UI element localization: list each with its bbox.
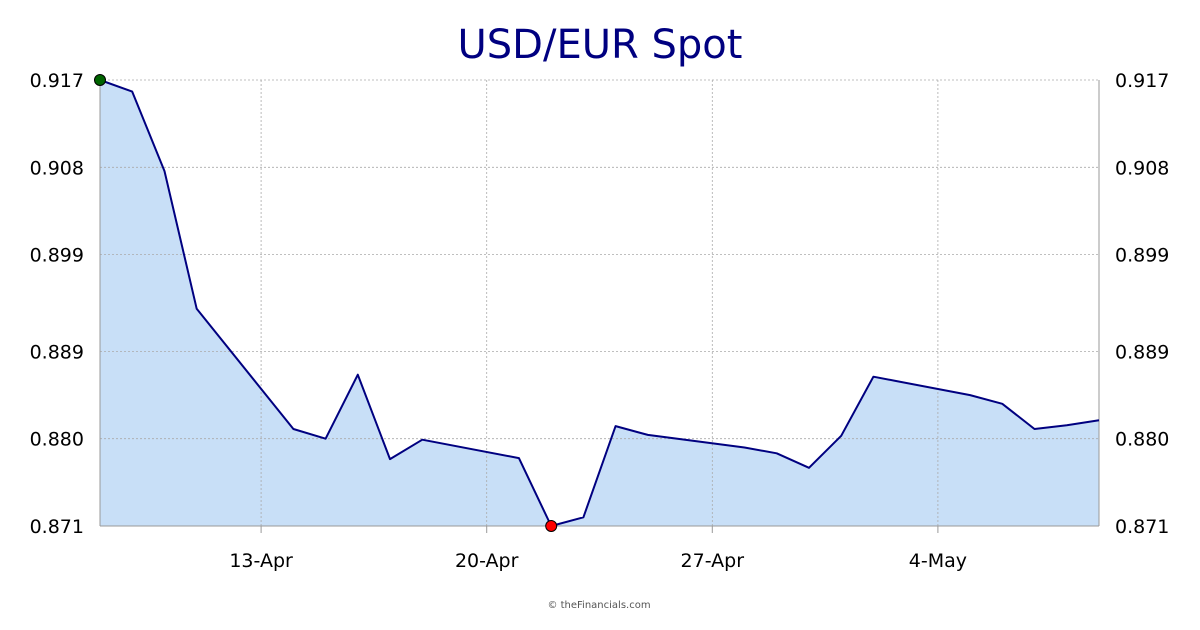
y-tick-label-right: 0.899 <box>1115 245 1169 267</box>
y-tick-label-left: 0.908 <box>30 157 84 179</box>
footer-credit: © theFinancials.com <box>547 600 650 611</box>
y-tick-label-left: 0.917 <box>30 70 84 92</box>
plot-area: 0.917 0.917 0.908 0.908 0.899 0.899 0.889 0.889… <box>30 70 1170 572</box>
series-line <box>99 79 1100 527</box>
x-tick-label: 4-May <box>909 550 967 572</box>
y-tick-label-left: 0.899 <box>30 245 84 267</box>
y-tick-label-right: 0.908 <box>1115 157 1169 179</box>
y-tick-label-right: 0.917 <box>1115 70 1169 92</box>
low-point-marker <box>545 520 558 532</box>
x-tick-label: 13-Apr <box>229 550 293 572</box>
series-area <box>100 80 1099 526</box>
y-tick-label-right: 0.871 <box>1115 516 1169 538</box>
high-point-marker <box>94 74 106 86</box>
x-tick-label: 27-Apr <box>681 550 745 572</box>
y-tick-label-right: 0.889 <box>1115 342 1169 364</box>
chart-title: USD/EUR Spot <box>458 22 743 68</box>
y-tick-label-left: 0.889 <box>30 342 84 364</box>
y-tick-label-right: 0.880 <box>1115 429 1169 451</box>
y-tick-label-left: 0.880 <box>30 429 84 451</box>
y-tick-label-left: 0.871 <box>30 516 84 538</box>
x-tick-label: 20-Apr <box>455 550 519 572</box>
